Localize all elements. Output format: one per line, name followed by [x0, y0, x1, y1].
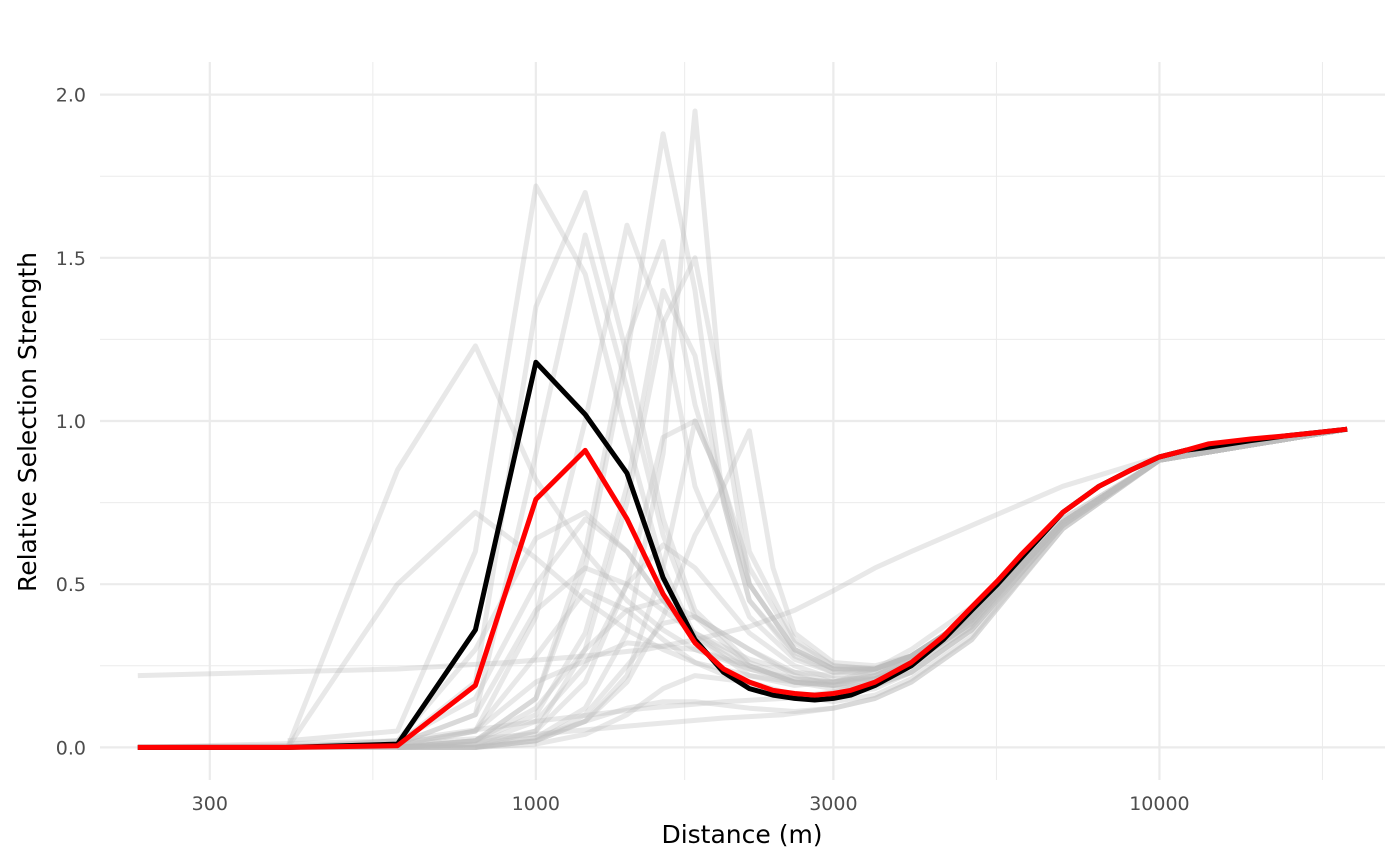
- replicate-line: [397, 108, 1348, 750]
- replicate-line: [137, 426, 1348, 750]
- y-tick-label: 1.5: [56, 248, 86, 270]
- x-tick-label: 10000: [1129, 793, 1189, 815]
- x-axis-title: Distance (m): [661, 820, 822, 849]
- replicate-line: [287, 426, 1348, 750]
- replicate-lines: [137, 108, 1348, 750]
- replicate-line: [287, 426, 1348, 750]
- x-tick-label: 1000: [512, 793, 560, 815]
- y-tick-label: 0.5: [56, 574, 86, 596]
- replicate-line: [397, 131, 1348, 750]
- y-tick-label: 1.0: [56, 411, 86, 433]
- x-tick-label: 300: [192, 793, 228, 815]
- replicate-line: [137, 426, 1348, 679]
- x-tick-label: 3000: [809, 793, 857, 815]
- replicate-line: [287, 190, 1348, 750]
- median-line: [137, 426, 1348, 750]
- replicate-line: [287, 232, 1348, 750]
- y-tick-label: 2.0: [56, 85, 86, 107]
- tick-labels: 0.0 0.5 1.0 1.5 2.0 300 1000 3000 10000: [56, 85, 1190, 815]
- replicate-line: [397, 288, 1348, 750]
- replicate-line: [397, 418, 1348, 750]
- replicate-line: [397, 426, 1348, 750]
- grid-layer: [100, 62, 1385, 780]
- y-axis-title: Relative Selection Strength: [13, 252, 42, 592]
- replicate-line: [287, 426, 1348, 750]
- replicate-line: [475, 426, 1348, 750]
- replicate-line: [397, 255, 1348, 750]
- replicate-line: [287, 222, 1348, 750]
- y-tick-label: 0.0: [56, 737, 86, 759]
- replicate-line: [137, 343, 1348, 750]
- replicate-line: [287, 239, 1348, 750]
- replicate-line: [397, 426, 1348, 750]
- replicate-line: [285, 426, 1348, 749]
- replicate-line: [137, 426, 1348, 750]
- replicate-line: [137, 426, 1348, 750]
- replicate-line: [287, 426, 1348, 750]
- replicate-line: [397, 418, 1348, 750]
- summary-lines: [137, 359, 1348, 750]
- replicate-line: [287, 426, 1348, 750]
